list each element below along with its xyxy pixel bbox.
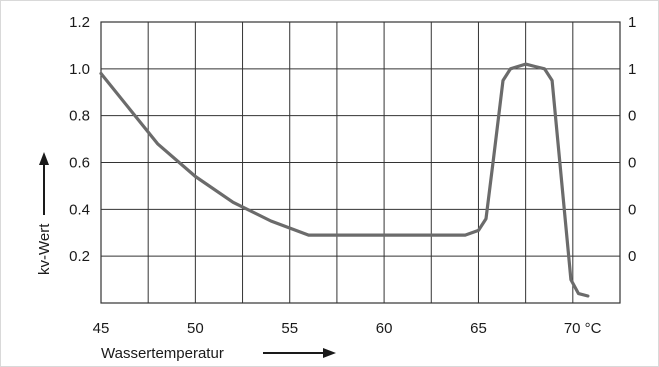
y-tick-label-left: 0.4 <box>69 201 90 218</box>
y-tick-labels-left: 0.2 0.4 0.6 0.8 1.0 1.2 <box>69 14 90 265</box>
plot-area-border <box>100 21 621 304</box>
y-tick-label-right: 0 <box>628 108 636 125</box>
y-tick-label-right: 0 <box>628 201 636 218</box>
y-tick-label-left: 0.6 <box>69 155 90 172</box>
y-tick-label-left: 1.2 <box>69 14 90 31</box>
y-axis-title: kv-Wert <box>36 223 53 275</box>
y-tick-label-right: 1 <box>628 61 636 78</box>
y-axis-title-group: kv-Wert <box>36 152 53 275</box>
x-tick-label: 65 <box>470 320 487 337</box>
x-axis-title-group: Wassertemperatur <box>101 345 336 362</box>
x-tick-label: 45 <box>93 320 110 337</box>
y-tick-label-left: 0.2 <box>69 248 90 265</box>
x-tick-label: 50 <box>187 320 204 337</box>
y-axis-arrow-head <box>39 152 49 165</box>
y-tick-label-left: 1.0 <box>69 61 90 78</box>
y-tick-labels-right: 0 0 0 0 1 1 <box>628 14 636 265</box>
y-tick-label-right: 0 <box>628 155 636 172</box>
x-axis-arrow-head <box>323 348 336 358</box>
x-tick-label: 60 <box>376 320 393 337</box>
grid <box>101 22 620 303</box>
x-tick-labels: 45 50 55 60 65 70 °C <box>93 320 602 337</box>
y-tick-label-right: 1 <box>628 14 636 31</box>
y-tick-label-right: 0 <box>628 248 636 265</box>
y-tick-label-left: 0.8 <box>69 108 90 125</box>
x-tick-label: 55 <box>281 320 298 337</box>
x-axis-title: Wassertemperatur <box>101 345 224 362</box>
kv-curve-line <box>99 62 590 298</box>
x-tick-label: 70 °C <box>564 320 602 337</box>
